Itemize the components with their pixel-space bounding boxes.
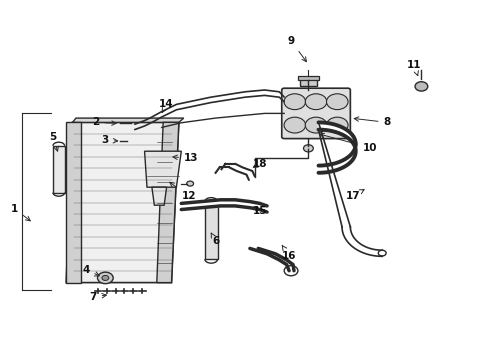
Polygon shape — [321, 165, 324, 173]
Text: 9: 9 — [288, 36, 306, 62]
Bar — [205, 202, 218, 259]
Text: 2: 2 — [92, 117, 116, 127]
Circle shape — [326, 117, 348, 133]
Text: 10: 10 — [320, 133, 377, 153]
Polygon shape — [336, 125, 339, 133]
Text: 16: 16 — [282, 246, 296, 261]
Text: 17: 17 — [345, 190, 364, 201]
Circle shape — [129, 119, 141, 128]
Polygon shape — [345, 158, 347, 166]
Polygon shape — [349, 155, 351, 163]
Polygon shape — [318, 166, 321, 173]
Circle shape — [303, 145, 313, 152]
Polygon shape — [152, 187, 167, 205]
Circle shape — [102, 275, 109, 280]
Text: 15: 15 — [252, 206, 267, 216]
Circle shape — [326, 94, 348, 109]
Text: 12: 12 — [170, 182, 196, 201]
Text: 8: 8 — [354, 117, 391, 127]
Polygon shape — [353, 136, 354, 145]
Text: 5: 5 — [49, 132, 58, 151]
Polygon shape — [347, 156, 349, 165]
Polygon shape — [324, 123, 327, 130]
Text: 7: 7 — [89, 292, 106, 302]
Polygon shape — [339, 126, 341, 134]
Text: 6: 6 — [211, 233, 219, 246]
Polygon shape — [157, 122, 179, 283]
Bar — [297, 76, 319, 80]
Polygon shape — [341, 127, 343, 135]
Circle shape — [187, 181, 194, 186]
Circle shape — [98, 272, 113, 284]
Bar — [53, 146, 65, 193]
Polygon shape — [343, 128, 345, 136]
Text: 4: 4 — [82, 265, 99, 276]
Polygon shape — [353, 150, 354, 159]
Polygon shape — [352, 152, 353, 161]
Polygon shape — [330, 123, 333, 131]
Polygon shape — [349, 132, 351, 140]
Polygon shape — [333, 124, 336, 132]
Polygon shape — [327, 123, 330, 131]
Polygon shape — [321, 122, 324, 130]
Text: 11: 11 — [407, 60, 421, 76]
Bar — [299, 79, 317, 86]
Circle shape — [305, 117, 327, 133]
Text: 3: 3 — [102, 135, 118, 145]
Circle shape — [284, 94, 306, 109]
Polygon shape — [347, 130, 349, 139]
Polygon shape — [145, 151, 181, 187]
Polygon shape — [73, 118, 184, 122]
Polygon shape — [351, 153, 352, 162]
Circle shape — [125, 138, 135, 145]
Text: 13: 13 — [173, 153, 198, 163]
Polygon shape — [66, 122, 81, 283]
Polygon shape — [333, 163, 336, 171]
Circle shape — [305, 94, 327, 109]
Polygon shape — [66, 122, 179, 283]
Polygon shape — [330, 164, 333, 172]
Polygon shape — [354, 148, 355, 157]
Polygon shape — [354, 138, 355, 147]
Text: 1: 1 — [11, 204, 30, 221]
Polygon shape — [351, 133, 352, 142]
Polygon shape — [339, 161, 341, 170]
Polygon shape — [345, 129, 347, 138]
Polygon shape — [324, 165, 327, 172]
Polygon shape — [327, 165, 330, 172]
Text: 14: 14 — [159, 99, 174, 113]
Text: 18: 18 — [252, 159, 267, 169]
FancyBboxPatch shape — [282, 88, 350, 139]
Polygon shape — [336, 162, 339, 170]
Circle shape — [415, 82, 428, 91]
Polygon shape — [341, 160, 343, 168]
Polygon shape — [352, 135, 353, 144]
Circle shape — [284, 117, 306, 133]
Polygon shape — [318, 122, 321, 130]
Polygon shape — [343, 159, 345, 167]
